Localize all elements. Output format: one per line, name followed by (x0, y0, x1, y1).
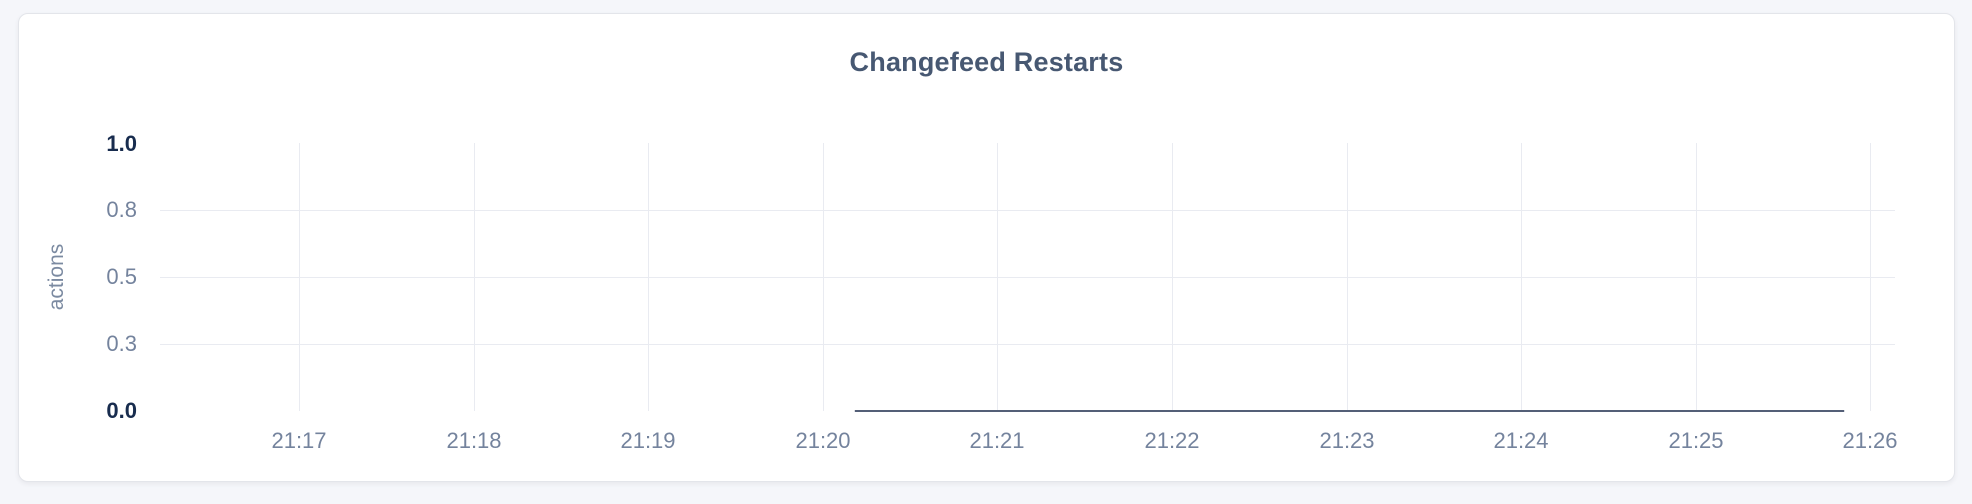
h-gridline (160, 210, 1895, 211)
x-tick-label: 21:22 (1144, 428, 1200, 453)
y-tick-label: 0.0 (106, 398, 137, 423)
h-gridline (160, 344, 1895, 345)
x-tick-label: 21:26 (1842, 428, 1898, 453)
chart-card: Changefeed Restarts (18, 13, 1955, 482)
x-tick-label: 21:19 (620, 428, 676, 453)
x-tick-label: 21:18 (446, 428, 502, 453)
x-tick-label: 21:17 (271, 428, 327, 453)
x-tick-label: 21:23 (1319, 428, 1375, 453)
x-tick-label: 21:21 (969, 428, 1025, 453)
x-tick-label: 21:20 (795, 428, 851, 453)
y-tick-label: 0.3 (106, 331, 137, 356)
h-gridline (160, 277, 1895, 278)
x-tick-label: 21:24 (1493, 428, 1549, 453)
y-tick-label: 0.8 (106, 197, 137, 222)
x-tick-label: 21:25 (1668, 428, 1724, 453)
y-tick-label: 0.5 (106, 264, 137, 289)
y-tick-label: 1.0 (106, 131, 137, 156)
chart-plot-area[interactable] (160, 143, 1895, 411)
chart-title: Changefeed Restarts (849, 47, 1124, 77)
